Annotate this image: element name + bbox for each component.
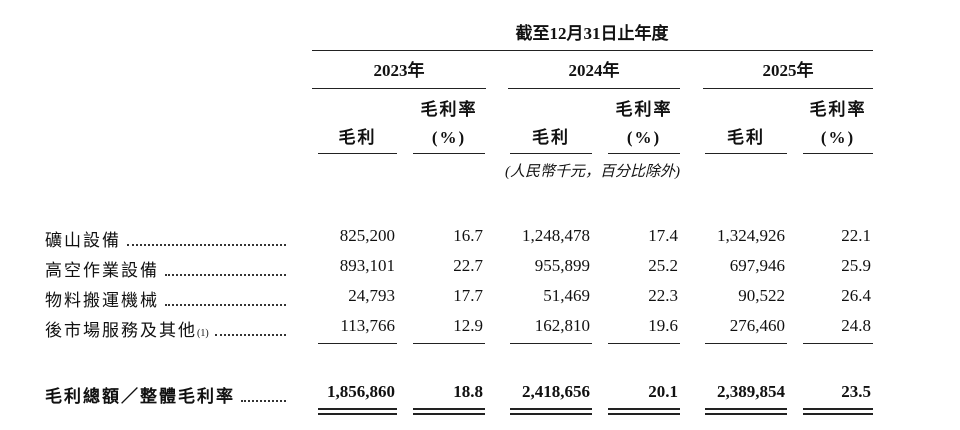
leader bbox=[165, 304, 286, 306]
row-value: 16.7 bbox=[453, 226, 483, 245]
row-value: 893,101 bbox=[339, 256, 395, 275]
footnote-ref: (1) bbox=[197, 328, 209, 339]
row-value: 51,469 bbox=[543, 286, 590, 305]
row-value: 1,324,926 bbox=[717, 226, 785, 245]
rule bbox=[510, 153, 592, 155]
row-value: 24.8 bbox=[841, 316, 871, 335]
row-value: 697,946 bbox=[729, 256, 785, 275]
rule bbox=[705, 408, 787, 410]
row-value: 825,200 bbox=[339, 226, 395, 245]
row-value: 113,766 bbox=[340, 316, 395, 335]
column-header: (%) bbox=[820, 128, 856, 147]
rule bbox=[312, 50, 873, 52]
column-header: 毛利 bbox=[727, 128, 765, 147]
row-value: 22.3 bbox=[648, 286, 678, 305]
rule bbox=[803, 408, 873, 410]
row-value: 955,899 bbox=[534, 256, 590, 275]
column-header: 毛利率 bbox=[809, 100, 867, 119]
rule bbox=[413, 343, 485, 345]
period-header: 截至12月31日止年度 bbox=[515, 24, 669, 43]
row-label: 物料搬運機械 bbox=[45, 291, 159, 310]
rule bbox=[608, 408, 680, 410]
row-value: 17.7 bbox=[453, 286, 483, 305]
rule bbox=[803, 153, 873, 155]
rule bbox=[318, 343, 397, 345]
row-label: 高空作業設備 bbox=[45, 256, 290, 280]
column-header: 毛利 bbox=[338, 128, 377, 147]
total-value: 2,418,656 bbox=[522, 382, 590, 401]
column-header: 毛利率 bbox=[615, 100, 673, 119]
row-value: 17.4 bbox=[648, 226, 678, 245]
leader bbox=[214, 334, 286, 336]
row-value: 12.9 bbox=[453, 316, 483, 335]
row-value: 24,793 bbox=[348, 286, 395, 305]
leader bbox=[127, 244, 286, 246]
column-header: 毛利 bbox=[532, 128, 570, 147]
row-value: 162,810 bbox=[534, 316, 590, 335]
column-header: (%) bbox=[626, 128, 662, 147]
rule bbox=[318, 153, 397, 155]
row-value: 90,522 bbox=[738, 286, 785, 305]
rule bbox=[803, 413, 873, 415]
row-label: 後市場服務及其他 bbox=[45, 321, 197, 340]
row-value: 25.9 bbox=[841, 256, 871, 275]
rule bbox=[318, 413, 397, 415]
row-label: 後市場服務及其他 (1) bbox=[45, 316, 290, 340]
rule bbox=[703, 88, 873, 90]
row-value: 19.6 bbox=[648, 316, 678, 335]
row-value: 25.2 bbox=[648, 256, 678, 275]
rule bbox=[803, 343, 873, 345]
rule bbox=[510, 408, 592, 410]
total-value: 20.1 bbox=[648, 382, 678, 401]
row-label: 高空作業設備 bbox=[45, 261, 159, 280]
year-header: 2023年 bbox=[373, 61, 425, 80]
total-label: 毛利總額／整體毛利率 bbox=[45, 382, 290, 406]
rule bbox=[508, 88, 680, 90]
row-value: 22.1 bbox=[841, 226, 871, 245]
rule bbox=[312, 88, 486, 90]
row-value: 276,460 bbox=[729, 316, 785, 335]
rule bbox=[608, 153, 680, 155]
year-header: 2024年 bbox=[568, 61, 620, 80]
row-label: 物料搬運機械 bbox=[45, 286, 290, 310]
rule bbox=[705, 413, 787, 415]
rule bbox=[510, 343, 592, 345]
rule bbox=[413, 408, 485, 410]
rule bbox=[705, 153, 787, 155]
total-value: 18.8 bbox=[453, 382, 483, 401]
total-value: 2,389,854 bbox=[717, 382, 785, 401]
row-label: 礦山設備 bbox=[45, 226, 290, 250]
row-value: 22.7 bbox=[453, 256, 483, 275]
leader bbox=[165, 274, 286, 276]
row-value: 1,248,478 bbox=[522, 226, 590, 245]
unit-note: (人民幣千元，百分比除外) bbox=[505, 164, 680, 180]
total-value: 23.5 bbox=[841, 382, 871, 401]
row-value: 26.4 bbox=[841, 286, 871, 305]
rule bbox=[413, 413, 485, 415]
year-header: 2025年 bbox=[762, 61, 814, 80]
row-label: 毛利總額／整體毛利率 bbox=[45, 387, 235, 406]
row-label: 礦山設備 bbox=[45, 231, 121, 250]
total-value: 1,856,860 bbox=[327, 382, 395, 401]
rule bbox=[510, 413, 592, 415]
leader bbox=[241, 400, 286, 402]
column-header: 毛利率 bbox=[420, 100, 478, 119]
rule bbox=[413, 153, 485, 155]
rule bbox=[608, 343, 680, 345]
rule bbox=[705, 343, 787, 345]
column-header: (%) bbox=[431, 128, 467, 147]
rule bbox=[318, 408, 397, 410]
rule bbox=[608, 413, 680, 415]
